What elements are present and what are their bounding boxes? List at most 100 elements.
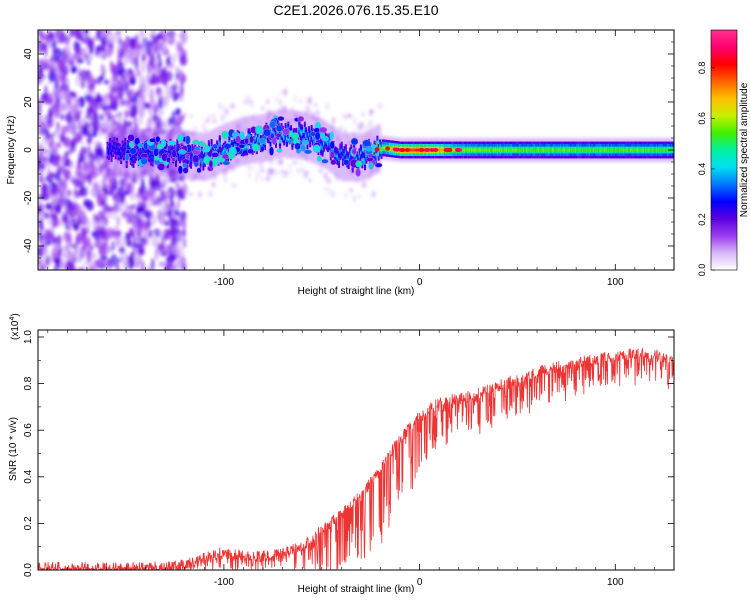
noise-blob: [57, 249, 62, 258]
noise-blob: [79, 47, 87, 58]
noise-blob: [323, 185, 328, 192]
noise-blob: [134, 56, 139, 70]
noise-blob: [109, 60, 114, 69]
ridge-peak: [446, 148, 452, 152]
ridge-cell: [564, 148, 566, 152]
ridge-cell: [232, 137, 235, 141]
noise-blob: [198, 191, 202, 198]
ridge-cell: [383, 146, 386, 150]
noise-blob: [164, 198, 169, 208]
noise-blob: [128, 88, 136, 101]
ridge-cell: [358, 155, 361, 159]
ridge-blob: [321, 135, 329, 142]
ridge-cell: [646, 148, 649, 152]
ridge-cell: [566, 148, 569, 152]
noise-blob: [68, 52, 73, 61]
ridge-cell: [531, 148, 534, 152]
ridge-cell: [657, 148, 660, 152]
noise-blob: [331, 116, 336, 124]
ridge-cell: [625, 148, 628, 152]
noise-blob: [101, 42, 107, 52]
ridge-cell: [613, 148, 616, 152]
ridge-cell: [205, 152, 208, 156]
noise-blob: [218, 102, 221, 111]
noise-blob: [211, 113, 217, 118]
noise-blob: [149, 109, 155, 121]
noise-blob: [179, 82, 184, 96]
noise-blob: [278, 158, 284, 166]
ridge-cell: [121, 147, 124, 151]
ridge-cell: [621, 148, 624, 152]
ridge-blob: [137, 142, 144, 149]
ridge-cell: [412, 148, 414, 152]
ridge-cell: [590, 148, 592, 152]
y-tick-label: 0.4: [23, 469, 34, 483]
noise-blob: [137, 248, 145, 256]
noise-blob: [298, 98, 304, 104]
ridge-cell: [524, 148, 527, 152]
ridge-cell: [321, 146, 324, 150]
noise-blob: [170, 245, 177, 255]
noise-blob: [88, 88, 92, 95]
noise-blob: [38, 197, 42, 206]
noise-blob: [100, 122, 108, 129]
ridge-cell: [151, 156, 154, 160]
noise-blob: [57, 58, 62, 67]
noise-blob: [117, 91, 123, 99]
ridge-cell: [285, 137, 288, 140]
ridge-cell: [555, 148, 558, 152]
noise-blob: [165, 250, 170, 257]
ridge-cell: [558, 148, 561, 152]
ridge-cell: [305, 134, 308, 138]
ridge-cell: [175, 157, 177, 160]
noise-blob: [69, 104, 78, 115]
ridge-cell: [540, 148, 543, 152]
noise-blob: [41, 234, 50, 241]
ridge-cell: [533, 148, 536, 152]
noise-blob: [106, 262, 114, 269]
ridge-cell: [550, 148, 553, 152]
noise-blob: [176, 114, 182, 125]
ridge-cell: [506, 148, 509, 152]
spectrogram-ridge: [106, 115, 674, 177]
noise-blob: [96, 183, 101, 190]
noise-blob: [60, 125, 69, 134]
ridge-cell: [627, 148, 629, 152]
ridge-cell: [440, 148, 443, 152]
noise-blob: [136, 207, 142, 215]
noise-blob: [176, 197, 181, 210]
noise-blob: [172, 219, 178, 225]
noise-blob: [148, 99, 157, 110]
ridge-blob: [314, 131, 321, 141]
ridge-cell: [520, 148, 523, 152]
x-tick-label: 0: [417, 577, 423, 588]
ridge-cell: [572, 148, 575, 152]
noise-blob: [170, 54, 178, 64]
noise-blob: [143, 200, 148, 214]
colorbar-tick-label: 0.6: [697, 112, 707, 125]
noise-blob: [151, 75, 156, 82]
ridge-cell: [616, 148, 619, 152]
noise-blob: [371, 190, 376, 198]
noise-blob: [248, 173, 251, 178]
ridge-cell: [568, 148, 571, 152]
ridge-cell: [218, 142, 221, 146]
noise-blob: [66, 202, 70, 215]
noise-blob: [151, 89, 155, 103]
noise-blob: [38, 229, 43, 243]
colorbar-label: Normalized spectral amplitude: [739, 82, 750, 217]
ridge-cell: [632, 148, 635, 152]
noise-blob: [113, 201, 118, 214]
ridge-cell: [492, 148, 495, 152]
ridge-cell: [529, 148, 532, 152]
ridge-cell: [442, 148, 445, 152]
noise-blob: [144, 91, 150, 97]
noise-blob: [134, 251, 138, 262]
ridge-cell: [417, 148, 420, 152]
noise-blob: [118, 111, 123, 118]
ridge-cell: [614, 148, 617, 152]
ridge-cell: [169, 145, 172, 149]
noise-blob: [65, 136, 71, 148]
ridge-blob: [275, 124, 283, 133]
ridge-cell: [624, 148, 627, 152]
